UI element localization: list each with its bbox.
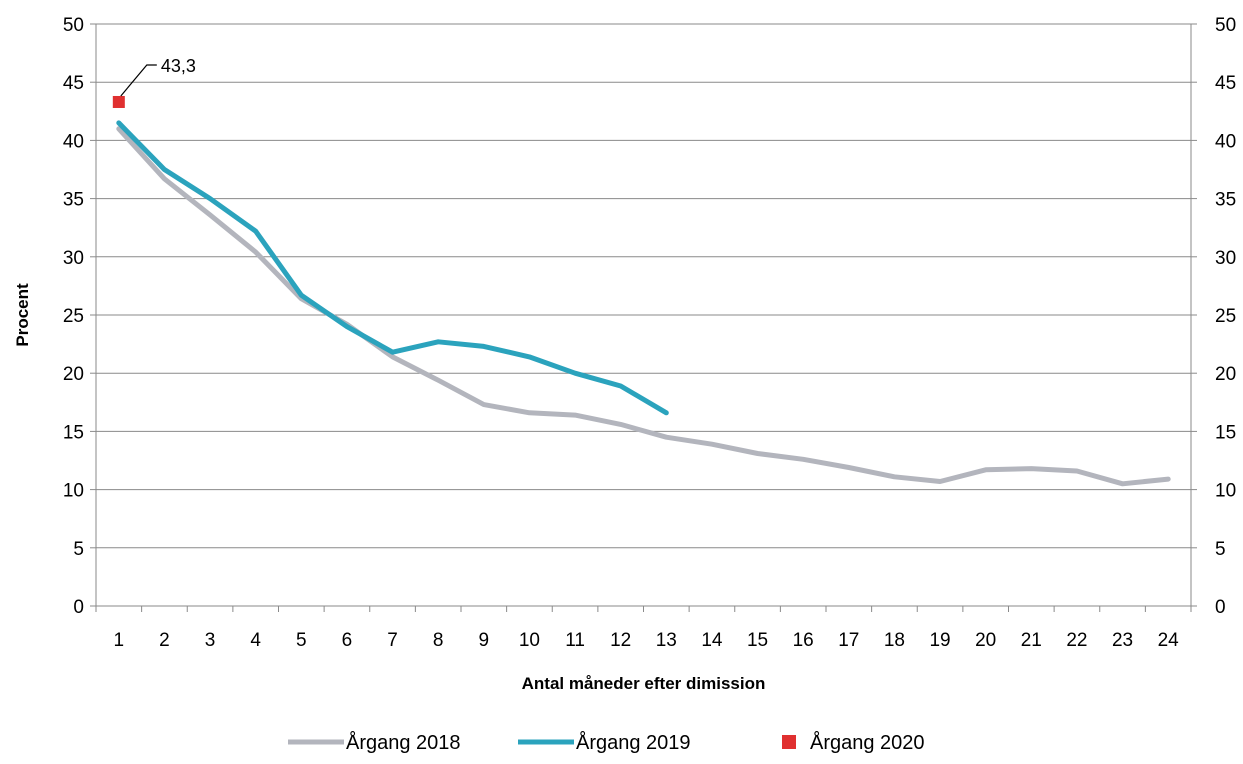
y-tick-label-left: 35 [63, 190, 84, 211]
y-tick-label-right: 10 [1215, 481, 1236, 502]
annotation-leader [120, 64, 157, 97]
y-tick-label-left: 25 [63, 306, 84, 327]
x-tick-label: 15 [747, 630, 768, 651]
x-tick-label: 22 [1066, 630, 1087, 651]
y-tick-label-left: 50 [63, 15, 84, 36]
y-tick-label-right: 50 [1215, 15, 1236, 36]
x-tick-label: 7 [387, 630, 398, 651]
y-tick-label-right: 30 [1215, 248, 1236, 269]
y-tick-label-left: 45 [63, 73, 84, 94]
axes [90, 23, 1197, 612]
y-tick-label-right: 40 [1215, 131, 1236, 152]
x-tick-label: 11 [565, 630, 585, 651]
legend-label-rgang-2020: Årgang 2020 [810, 731, 925, 754]
x-tick-label: 4 [250, 630, 261, 651]
x-tick-label: 2 [159, 630, 170, 651]
y-tick-label-left: 20 [63, 364, 84, 385]
series-rgang-2020-marker [112, 95, 125, 108]
gridlines [96, 23, 1191, 549]
y-tick-label-right: 5 [1215, 539, 1226, 560]
x-tick-label: 8 [433, 630, 444, 651]
y-tick-label-right: 0 [1215, 597, 1226, 618]
series-rgang-2019-line [116, 120, 669, 416]
y-tick-label-left: 5 [73, 539, 84, 560]
x-tick-label: 10 [519, 630, 540, 651]
legend: Årgang 2018 Årgang 2019 Årgang 2020 [288, 731, 925, 754]
x-tick-label: 18 [884, 630, 905, 651]
series-rgang-2018-line [116, 126, 1171, 487]
x-tick-label: 3 [205, 630, 216, 651]
legend-label-rgang-2018: Årgang 2018 [346, 731, 461, 754]
y-tick-label-left: 40 [63, 131, 84, 152]
x-tick-label: 6 [342, 630, 353, 651]
y-tick-label-left: 10 [63, 481, 84, 502]
y-tick-label-right: 15 [1215, 422, 1236, 443]
x-axis-title: Antal måneder efter dimission [522, 674, 766, 693]
x-tick-label: 19 [929, 630, 950, 651]
x-tick-label: 1 [114, 630, 125, 651]
x-tick-label: 14 [701, 630, 723, 651]
y-tick-label-right: 20 [1215, 364, 1236, 385]
x-tick-label: 24 [1158, 630, 1180, 651]
y-axis-title: Procent [13, 283, 32, 347]
legend-label-rgang-2019: Årgang 2019 [576, 731, 691, 754]
x-tick-label: 23 [1112, 630, 1133, 651]
x-tick-label: 17 [838, 630, 859, 651]
x-tick-label: 9 [479, 630, 490, 651]
x-tick-label: 16 [793, 630, 814, 651]
y-tick-label-right: 45 [1215, 73, 1236, 94]
y-tick-label-left: 15 [63, 422, 84, 443]
x-tick-label: 21 [1021, 630, 1042, 651]
x-tick-label: 20 [975, 630, 996, 651]
x-tick-label: 12 [610, 630, 631, 651]
y-tick-label-right: 35 [1215, 190, 1236, 211]
y-tick-label-left: 0 [73, 597, 84, 618]
series [112, 95, 1171, 487]
y-tick-label-left: 30 [63, 248, 84, 269]
x-tick-label: 13 [656, 630, 677, 651]
legend-swatch-rgang-2020 [782, 735, 796, 749]
y-tick-label-right: 25 [1215, 306, 1236, 327]
x-tick-label: 5 [296, 630, 307, 651]
annotation-label: 43,3 [161, 56, 196, 76]
